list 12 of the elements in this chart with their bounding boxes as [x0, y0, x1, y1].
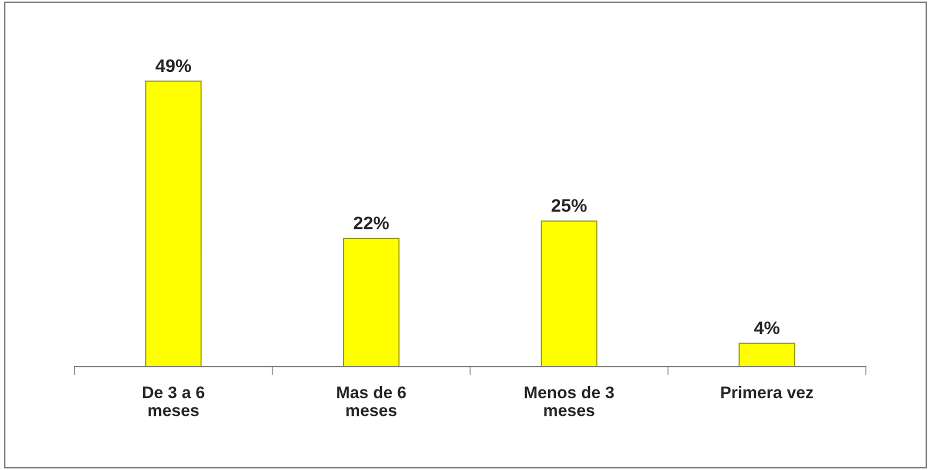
data-label: 49% — [156, 59, 191, 72]
bar — [738, 342, 796, 367]
x-tick-label: Primera vez — [721, 386, 814, 398]
x-tick-label: De 3 a 6 meses — [143, 386, 204, 416]
x-tick-label: Menos de 3 meses — [524, 386, 614, 416]
x-tick-label: Mas de 6 meses — [337, 386, 406, 416]
data-label: 25% — [552, 199, 587, 212]
data-label: 4% — [754, 321, 780, 334]
data-label: 22% — [354, 216, 389, 230]
bar — [540, 220, 598, 367]
bar — [342, 238, 400, 367]
bar — [145, 80, 202, 367]
